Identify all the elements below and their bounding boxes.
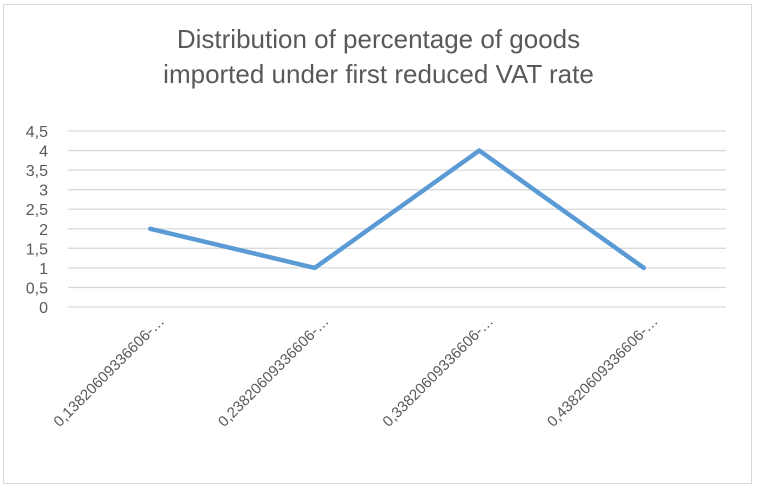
series-group: [148, 148, 646, 271]
y-tick-label: 3: [39, 183, 48, 200]
data-point: [148, 226, 153, 231]
y-tick-label: 2,5: [26, 202, 48, 219]
chart-title-line-1: Distribution of percentage of goods: [176, 24, 581, 54]
y-axis-tick-labels: 0 0,5 1 1,5 2 2,5 3 3,5 4 4,5: [26, 124, 48, 317]
y-tick-label: 3,5: [26, 163, 48, 180]
y-tick-label: 0,5: [26, 280, 48, 297]
y-tick-label: 1,5: [26, 241, 48, 258]
data-point: [312, 265, 317, 270]
y-tick-label: 0: [39, 300, 48, 317]
x-tick-label: 0,23820609336606-…: [215, 313, 333, 431]
x-axis-tick-labels: 0,13820609336606-… 0,23820609336606-… 0,33…: [50, 313, 661, 431]
data-point: [477, 148, 482, 153]
chart-area: [3, 4, 752, 484]
series-line: [148, 148, 646, 271]
y-tick-label: 1: [39, 261, 48, 278]
x-tick-label: 0,33820609336606-…: [379, 313, 497, 431]
gridlines: [68, 130, 726, 308]
chart-title: Distribution of percentage of goods impo…: [0, 22, 757, 92]
y-tick-label: 4: [39, 144, 48, 161]
data-point: [641, 265, 646, 270]
y-tick-label: 4,5: [26, 124, 48, 141]
x-tick-label: 0,43820609336606-…: [544, 313, 662, 431]
x-tick-label: 0,13820609336606-…: [50, 313, 168, 431]
y-tick-label: 2: [39, 222, 48, 239]
chart-title-line-2: imported under first reduced VAT rate: [163, 59, 594, 89]
